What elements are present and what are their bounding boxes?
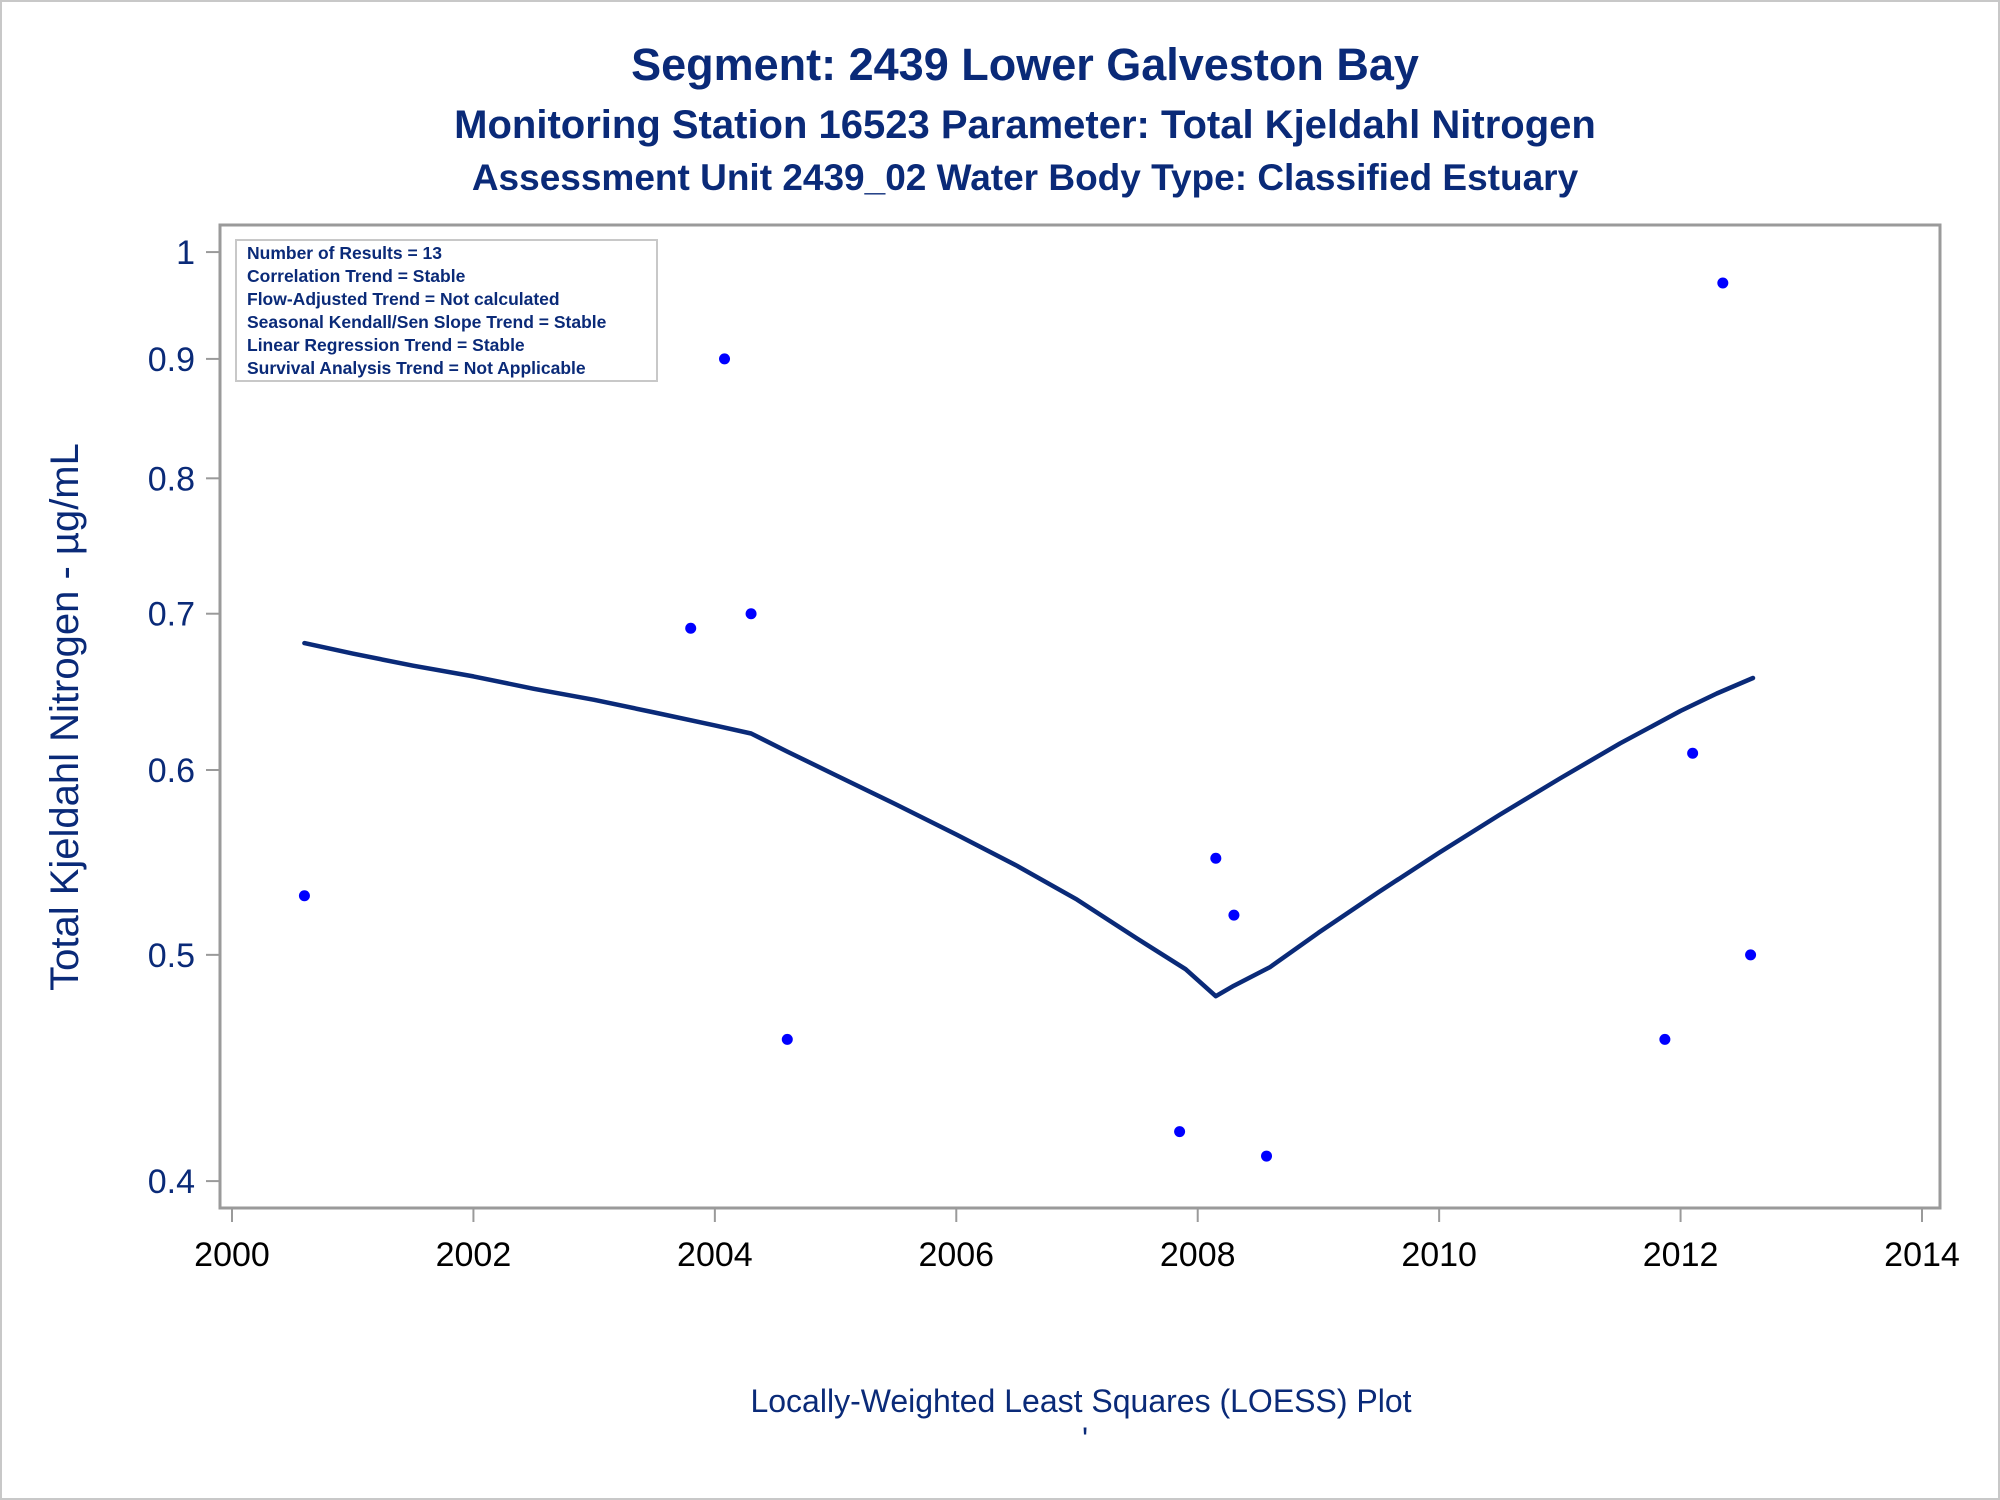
y-tick-label: 0.7 xyxy=(148,596,195,634)
x-tick-label: 2006 xyxy=(918,1236,994,1274)
stats-line: Survival Analysis Trend = Not Applicable xyxy=(247,358,586,378)
y-tick-label: 0.5 xyxy=(148,937,195,975)
loess-line xyxy=(302,640,1756,999)
chart-subtitle: Monitoring Station 16523 Parameter: Tota… xyxy=(454,103,1596,147)
data-point xyxy=(1228,909,1240,921)
stats-line: Number of Results = 13 xyxy=(247,243,442,263)
x-tick-label: 2014 xyxy=(1884,1236,1960,1274)
chart-title: Segment: 2439 Lower Galveston Bay xyxy=(631,39,1419,90)
data-point xyxy=(1174,1126,1186,1138)
plot-area xyxy=(218,223,1942,1210)
y-tick-label: 1 xyxy=(176,234,195,272)
stats-line: Seasonal Kendall/Sen Slope Trend = Stabl… xyxy=(247,312,607,332)
data-point xyxy=(685,622,697,634)
x-tick-label: 2010 xyxy=(1401,1236,1477,1274)
stats-line: Flow-Adjusted Trend = Not calculated xyxy=(247,289,560,309)
data-point xyxy=(1687,747,1699,759)
data-point xyxy=(719,353,731,365)
data-point xyxy=(1261,1150,1273,1162)
footer-mark: ' xyxy=(1082,1421,1088,1457)
data-point xyxy=(1659,1033,1671,1045)
y-tick-label: 0.4 xyxy=(148,1163,195,1201)
stats-box xyxy=(235,239,658,382)
x-tick-label: 2012 xyxy=(1643,1236,1719,1274)
data-point xyxy=(1717,277,1729,289)
y-tick-label: 0.6 xyxy=(148,752,195,790)
stats-line: Linear Regression Trend = Stable xyxy=(247,335,525,355)
y-axis-label: Total Kjeldahl Nitrogen - µg/mL xyxy=(43,443,87,991)
y-tick-label: 0.8 xyxy=(148,460,195,498)
data-point xyxy=(745,608,757,620)
x-tick-label: 2008 xyxy=(1160,1236,1236,1274)
y-tick-label: 0.9 xyxy=(148,341,195,379)
data-point xyxy=(298,890,310,902)
x-axis-label: Locally-Weighted Least Squares (LOESS) P… xyxy=(750,1383,1411,1419)
x-tick-label: 2000 xyxy=(194,1236,270,1274)
data-point xyxy=(781,1033,793,1045)
stats-line: Correlation Trend = Stable xyxy=(247,266,466,286)
data-point xyxy=(1210,852,1222,864)
x-tick-label: 2004 xyxy=(677,1236,753,1274)
x-tick-label: 2002 xyxy=(436,1236,512,1274)
chart-subtitle-2: Assessment Unit 2439_02 Water Body Type:… xyxy=(472,157,1579,198)
data-point xyxy=(1745,949,1757,961)
